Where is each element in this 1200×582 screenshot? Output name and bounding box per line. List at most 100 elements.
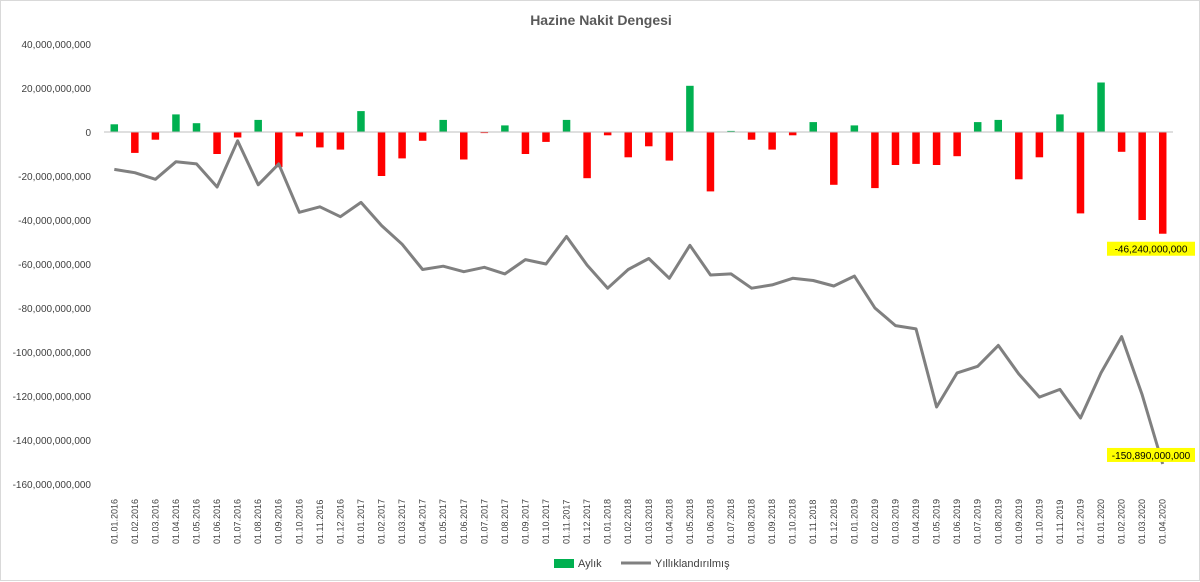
x-tick-label: 01.10.2019 [1034, 499, 1044, 544]
y-tick-label: -80,000,000,000 [18, 304, 91, 315]
bar-aylik [480, 132, 489, 134]
bar-aylik [213, 132, 221, 154]
x-tick-label: 01.04.2017 [418, 499, 428, 544]
y-tick-label: -20,000,000,000 [18, 172, 91, 183]
x-tick-label: 01.12.2016 [335, 499, 345, 544]
bar-aylik [891, 132, 900, 165]
bar-aylik [542, 132, 550, 142]
bar-aylik [747, 132, 756, 140]
y-tick-label: -140,000,000,000 [13, 436, 92, 447]
callout-box [1107, 241, 1195, 256]
callout-text: -150,890,000,000 [1112, 451, 1191, 462]
bar-aylik [501, 125, 509, 132]
callout-label: -150,890,000,000 [1107, 447, 1195, 462]
bar-aylik [1138, 132, 1146, 220]
x-tick-label: 01.08.2019 [993, 499, 1003, 544]
bar-aylik [418, 132, 427, 141]
bar-aylik [131, 132, 139, 153]
x-tick-label: 01.02.2016 [130, 499, 140, 544]
legend: Aylık Yıllıklandırılmış [554, 558, 730, 570]
x-tick-label: 01.01.2016 [109, 499, 119, 544]
y-tick-label: -100,000,000,000 [13, 348, 92, 359]
x-tick-label: 01.11.2018 [808, 500, 818, 544]
bar-aylik [521, 132, 530, 154]
bar-aylik [377, 132, 386, 176]
x-tick-label: 01.05.2018 [685, 499, 695, 544]
bar-aylik [254, 119, 262, 132]
bar-aylik [768, 132, 776, 150]
x-tick-label: 01.07.2017 [479, 499, 489, 544]
bar-aylik [1158, 132, 1167, 234]
data-callouts: -46,240,000,000 -150,890,000,000 [1107, 241, 1195, 462]
callout-text: -46,240,000,000 [1115, 245, 1188, 256]
y-tick-label: 40,000,000,000 [21, 40, 91, 51]
callout-label: -46,240,000,000 [1107, 241, 1195, 256]
bar-aylik [192, 123, 201, 132]
bar-aylik [1035, 132, 1044, 158]
bar-aylik [994, 119, 1003, 132]
bar-aylik [850, 125, 859, 132]
bar-aylik [172, 114, 180, 132]
bar-aylik [316, 132, 324, 148]
x-tick-label: 01.02.2020 [1117, 499, 1127, 544]
bar-aylik [562, 119, 571, 132]
x-tick-label: 01.12.2017 [582, 499, 592, 544]
callout-box [1107, 447, 1195, 462]
x-tick-label: 01.05.2019 [932, 499, 942, 544]
x-tick-label: 01.04.2018 [664, 499, 674, 544]
x-tick-label: 01.02.2018 [623, 499, 633, 544]
y-tick-label: -160,000,000,000 [13, 480, 92, 491]
chart-title: Hazine Nakit Dengesi [530, 12, 672, 28]
y-tick-label: -60,000,000,000 [18, 260, 91, 271]
bar-aylik [1015, 132, 1023, 180]
x-tick-label: 01.01.2017 [356, 499, 366, 544]
x-tick-label: 01.08.2016 [253, 499, 263, 544]
bar-aylik [973, 122, 982, 132]
bar-aylik [830, 132, 838, 185]
x-tick-label: 01.07.2018 [726, 499, 736, 544]
x-tick-label: 01.11.2016 [315, 500, 325, 544]
y-tick-label: 20,000,000,000 [21, 84, 91, 95]
x-tick-label: 01.04.2016 [171, 499, 181, 544]
legend-label-aylik: Aylık [578, 558, 602, 570]
line-yilliklandirilmis [114, 139, 1165, 465]
bar-aylik [686, 85, 694, 132]
bar-aylik [110, 124, 119, 132]
x-tick-label: 01.07.2016 [233, 499, 243, 544]
x-tick-label: 01.01.2019 [849, 499, 859, 544]
bar-aylik [1117, 132, 1126, 152]
y-tick-label: 0 [85, 128, 91, 139]
x-tick-label: 01.03.2017 [397, 499, 407, 544]
bar-aylik [583, 132, 591, 179]
bar-aylik [233, 132, 242, 138]
bar-aylik [809, 122, 817, 132]
x-tick-label: 01.02.2019 [870, 499, 880, 544]
x-tick-label: 01.01.2018 [603, 499, 613, 544]
x-tick-label: 01.03.2016 [150, 499, 160, 544]
x-tick-label: 01.06.2018 [705, 499, 715, 544]
x-tick-label: 01.03.2020 [1137, 499, 1147, 544]
x-tick-label: 01.09.2016 [274, 499, 284, 544]
y-tick-label: -120,000,000,000 [13, 392, 92, 403]
x-tick-label: 01.09.2017 [520, 499, 530, 544]
y-tick-label: -40,000,000,000 [18, 216, 91, 227]
line-series-yilliklandirilmis [114, 139, 1165, 465]
x-tick-label: 01.11.2017 [562, 500, 572, 544]
x-tick-label: 01.02.2017 [377, 499, 387, 544]
legend-label-yilliklandirilmis: Yıllıklandırılmış [655, 558, 730, 570]
bar-aylik [953, 132, 961, 157]
bar-aylik [439, 119, 447, 132]
x-tick-label: 01.10.2016 [294, 499, 304, 544]
legend-swatch-aylik [554, 559, 574, 568]
bar-series-aylik [110, 82, 1167, 234]
x-tick-label: 01.05.2016 [192, 499, 202, 544]
bar-aylik [274, 132, 283, 168]
x-tick-label: 01.12.2018 [829, 499, 839, 544]
x-tick-label: 01.08.2018 [747, 499, 757, 544]
x-tick-label: 01.06.2016 [212, 499, 222, 544]
x-tick-label: 01.10.2018 [788, 499, 798, 544]
bar-aylik [151, 132, 160, 140]
x-tick-label: 01.11.2019 [1055, 500, 1065, 544]
